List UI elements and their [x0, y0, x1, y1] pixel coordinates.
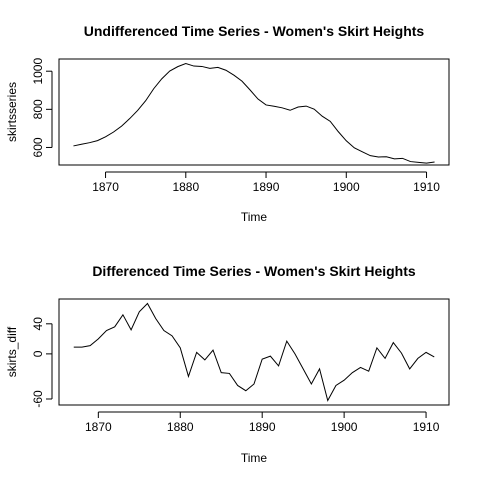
top-y-axis-label: skirtsseries	[5, 82, 19, 142]
bottom-x-tick-label: 1880	[167, 420, 194, 434]
top-chart: Undifferenced Time Series - Women's Skir…	[5, 23, 450, 224]
bottom-x-tick-label: 1910	[413, 420, 440, 434]
bottom-x-tick-label: 1890	[249, 420, 276, 434]
bottom-chart-title: Differenced Time Series - Women's Skirt …	[92, 263, 416, 279]
bottom-series-line	[73, 302, 435, 402]
top-x-tick-label: 1880	[172, 180, 199, 194]
top-x-axis: 1870 1880 1890 1900 1910	[92, 171, 440, 194]
bottom-y-axis: -60 0 40	[31, 317, 53, 408]
top-y-tick-label: 600	[31, 137, 45, 157]
top-series-line	[73, 63, 435, 164]
bottom-series	[73, 302, 435, 402]
top-plot-frame	[58, 58, 450, 166]
top-x-tick-label: 1870	[92, 180, 119, 194]
top-y-tick-label: 1000	[31, 58, 45, 85]
top-x-axis-label: Time	[241, 210, 268, 224]
bottom-y-tick-label: -60	[31, 390, 45, 408]
bottom-x-axis-label: Time	[241, 451, 268, 465]
bottom-y-tick-label: 40	[31, 317, 45, 331]
bottom-y-axis-label: skirts_diff	[5, 326, 19, 377]
bottom-x-tick-label: 1900	[331, 420, 358, 434]
bottom-plot-frame	[58, 298, 450, 406]
top-x-tick-label: 1910	[413, 180, 440, 194]
top-x-tick-label: 1900	[333, 180, 360, 194]
bottom-y-tick-label: 0	[31, 350, 45, 357]
top-x-tick-label: 1890	[253, 180, 280, 194]
top-y-axis: 600 800 1000	[31, 58, 53, 157]
bottom-x-tick-label: 1870	[85, 420, 112, 434]
bottom-x-axis: 1870 1880 1890 1900 1910	[85, 411, 440, 434]
top-series	[73, 63, 435, 164]
top-chart-title: Undifferenced Time Series - Women's Skir…	[84, 23, 425, 39]
top-y-tick-label: 800	[31, 99, 45, 119]
bottom-chart: Differenced Time Series - Women's Skirt …	[5, 263, 450, 465]
